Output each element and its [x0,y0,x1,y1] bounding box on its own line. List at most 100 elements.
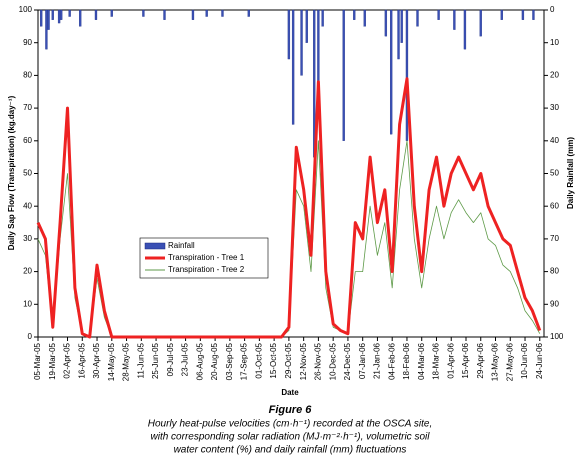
rain-bar [79,9,82,27]
x-tick-label: 30-Apr-05 [92,342,101,378]
y2-tick-label: 70 [550,234,559,243]
x-tick-label: 18-Mar-06 [432,342,441,379]
x-tick-label: 01-Oct-05 [254,342,263,378]
rain-bar [317,9,320,92]
y-tick-label: 90 [23,38,32,47]
x-tick-label: 28-May-05 [122,342,131,381]
x-tick-label: 24-Jun-06 [535,342,544,379]
rain-bar [500,9,503,20]
x-tick-label: 29-Apr-06 [476,342,485,378]
x-tick-label: 12-Nov-05 [299,342,308,380]
rain-bar [384,9,388,37]
rain-bar [60,9,63,20]
y-tick-label: 100 [19,5,33,14]
rain-bar [521,9,525,20]
y2-tick-label: 60 [550,201,559,210]
rain-bar [57,9,61,24]
y2-axis-label: Daily Rainfall (mm) [566,137,575,209]
x-tick-label: 13-May-06 [491,342,500,381]
y2-tick-label: 10 [550,38,559,47]
rain-bar [353,9,356,20]
y-tick-label: 40 [23,201,32,210]
y2-tick-label: 40 [550,136,559,145]
y-tick-label: 0 [28,332,33,341]
y2-tick-label: 80 [550,267,559,276]
x-tick-label: 26-Nov-05 [314,342,323,380]
caption-title: Figure 6 [269,404,313,416]
x-tick-label: 03-Sep-05 [225,342,234,380]
x-tick-label: 21-Jan-06 [373,342,382,379]
x-tick-label: 02-Apr-05 [63,342,72,378]
rain-bar [247,9,250,17]
y2-tick-label: 100 [550,332,564,341]
x-tick-label: 10-Dec-05 [328,342,337,380]
rain-bar [463,9,467,50]
caption-line: with corresponding solar radiation (MJ·m… [151,432,431,443]
x-tick-label: 09-Jul-05 [166,342,175,376]
y2-tick-label: 90 [550,299,559,308]
rain-bar [47,9,50,30]
x-tick-label: 05-Mar-05 [33,342,42,379]
rain-bar [400,9,403,43]
y-tick-label: 10 [23,299,32,308]
caption-line: water content (%) and daily rainfall (mm… [174,445,407,456]
y2-tick-label: 50 [550,169,559,178]
x-tick-label: 24-Dec-05 [343,342,352,380]
rain-bar [397,9,400,60]
y2-tick-label: 20 [550,71,559,80]
rain-bar [191,9,195,20]
x-tick-label: 06-Aug-05 [195,342,204,380]
x-tick-label: 15-Oct-05 [269,342,278,378]
rain-bar [291,9,295,125]
x-tick-label: 14-May-05 [107,342,116,381]
rain-bar [110,9,113,17]
rain-bar [305,9,308,43]
x-tick-label: 11-Jun-05 [136,342,145,378]
y-tick-label: 80 [23,71,32,80]
rain-bar [479,9,482,37]
x-tick-label: 04-Feb-06 [387,342,396,379]
x-tick-label: 20-Aug-05 [210,342,219,380]
rain-bar [205,9,208,17]
x-axis-label: Date [281,388,299,397]
rain-bar [221,9,224,17]
rain-bar [163,9,166,20]
x-tick-label: 19-Mar-05 [48,342,57,379]
legend-label: Transpiration - Tree 2 [168,265,245,274]
rain-bar [405,9,409,141]
rain-bar [51,9,54,20]
x-tick-label: 18-Feb-06 [402,342,411,379]
rain-bar [363,9,366,27]
y2-tick-label: 30 [550,103,559,112]
rain-bar [453,9,456,30]
rain-bar [40,9,43,27]
legend-swatch [144,242,166,250]
rain-bar [437,9,440,20]
x-tick-label: 25-Jun-05 [151,342,160,379]
x-tick-label: 16-Apr-05 [77,342,86,378]
rain-bar [389,9,393,135]
y-tick-label: 70 [23,103,32,112]
legend-label: Rainfall [168,241,195,250]
x-tick-label: 29-Oct-05 [284,342,293,378]
y-axis-label: Daily Sap Flow (Transpiration) (kg.day⁻¹… [7,95,16,250]
y-tick-label: 50 [23,169,32,178]
y-tick-label: 60 [23,136,32,145]
rain-bar [416,9,419,27]
rain-bar [68,9,71,17]
rain-bar [142,9,145,17]
y-tick-label: 20 [23,267,32,276]
x-tick-label: 01-Apr-06 [446,342,455,378]
x-tick-label: 15-Apr-06 [461,342,470,378]
x-tick-label: 04-Mar-06 [417,342,426,379]
rain-bar [45,9,48,50]
rain-bar [300,9,303,76]
x-tick-label: 10-Jun-06 [520,342,529,379]
x-tick-label: 27-May-06 [505,342,514,381]
rain-bar [342,9,345,141]
series-line [36,77,542,339]
rain-bar [321,9,324,27]
rain-bar [94,9,98,20]
x-tick-label: 23-Jul-05 [181,342,190,376]
legend-label: Transpiration - Tree 1 [168,253,245,262]
